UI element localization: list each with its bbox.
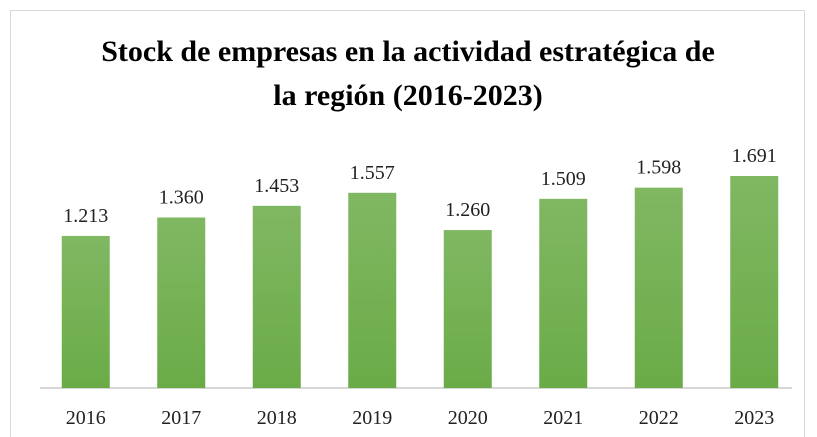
value-label: 1.509: [541, 168, 586, 190]
value-label: 1.213: [63, 205, 108, 227]
x-tick-label: 2019: [352, 407, 392, 429]
value-label: 1.360: [159, 186, 204, 208]
value-label: 1.260: [445, 199, 490, 221]
bar: [348, 192, 397, 388]
chart-frame: [10, 10, 805, 437]
value-label: 1.453: [254, 175, 299, 197]
x-tick-label: 2023: [734, 407, 774, 429]
x-tick-label: 2017: [161, 407, 201, 429]
x-tick-label: 2022: [639, 407, 679, 429]
x-tick-label: 2021: [543, 407, 583, 429]
bar: [539, 198, 588, 388]
bar: [252, 205, 301, 388]
bar: [634, 187, 683, 388]
x-tick-label: 2020: [448, 407, 488, 429]
x-tick-label: 2018: [257, 407, 297, 429]
bar: [443, 230, 492, 388]
value-label: 1.557: [350, 162, 395, 184]
x-tick-label: 2016: [66, 407, 106, 429]
value-label: 1.598: [636, 157, 681, 179]
bar: [157, 217, 206, 388]
chart-title: Stock de empresas en la actividad estrat…: [101, 35, 715, 112]
value-label: 1.691: [732, 145, 777, 167]
bar: [61, 235, 110, 388]
bar: [730, 176, 779, 388]
